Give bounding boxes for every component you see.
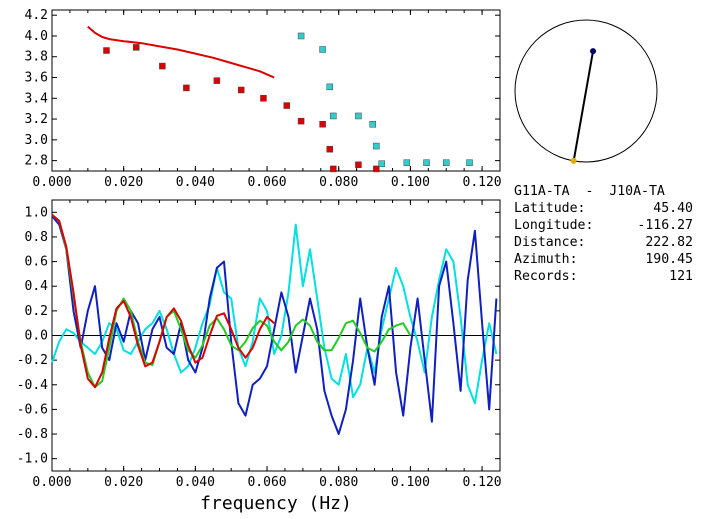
data-point: [260, 95, 267, 102]
data-point: [132, 44, 140, 51]
latitude-row: Latitude: 45.40: [514, 200, 699, 217]
records-label: Records:: [514, 269, 578, 284]
info-panel: G11A-TA - J10A-TA Latitude: 45.40 Longit…: [514, 183, 699, 285]
data-point: [183, 84, 190, 92]
x-tick-label: 0.020: [104, 475, 143, 490]
series-line: [51, 214, 412, 389]
y-tick-label: -1.0: [17, 452, 48, 467]
data-point: [355, 161, 362, 169]
x-tick-label: 0.040: [176, 175, 215, 190]
y-tick-label: 0.2: [25, 304, 48, 319]
plot-frame: [51, 9, 501, 172]
data-point: [213, 77, 221, 84]
x-tick-label: 0.040: [176, 475, 215, 490]
data-point: [355, 112, 362, 120]
dispersion-plot: 0.000 0.020 0.040 0.060 0.080 0.100 0.120 2.8 3.…: [25, 8, 502, 190]
y-tick-label: -0.2: [17, 353, 48, 368]
longitude-row: Longitude: -116.27: [514, 217, 699, 234]
y-tick-label: -0.6: [17, 402, 48, 417]
data-point: [442, 159, 450, 166]
azimuth-label: Azimuth:: [514, 252, 578, 267]
records-row: Records: 121: [514, 268, 699, 285]
data-point: [373, 142, 380, 150]
map-circle: [514, 19, 658, 163]
station-marker: [590, 48, 597, 55]
y-tick-label: 2.8: [25, 154, 48, 169]
x-axis-title: frequency (Hz): [200, 493, 352, 514]
data-point: [369, 121, 377, 128]
records-value: 121: [669, 269, 693, 284]
series-line: [51, 214, 275, 389]
distance-row: Distance: 222.82: [514, 234, 699, 251]
great-circle-map: [514, 19, 658, 164]
correlation-plot: 0.000 0.020 0.040 0.060 0.080 0.100 0.120 1.0 0.…: [17, 199, 502, 514]
x-tick-label: 0.120: [463, 175, 502, 190]
azimuth-row: Azimuth: 190.45: [514, 251, 699, 268]
y-tick-label: 4.0: [25, 29, 48, 44]
data-point: [319, 46, 326, 53]
data-point: [297, 32, 305, 40]
data-point: [373, 165, 380, 173]
data-point: [326, 83, 334, 91]
data-point: [283, 102, 291, 109]
event-marker: [570, 157, 577, 164]
station-pair-title: G11A-TA - J10A-TA: [514, 184, 665, 199]
x-tick-label: 0.100: [391, 475, 430, 490]
data-point: [326, 145, 334, 153]
data-point: [403, 159, 411, 166]
data-point: [159, 62, 166, 70]
y-tick-label: -0.4: [17, 378, 48, 393]
data-point: [319, 121, 326, 128]
x-tick-label: 0.100: [391, 175, 430, 190]
x-tick-label: 0.120: [463, 475, 502, 490]
y-tick-label: 0.6: [25, 255, 48, 270]
y-tick-label: 3.8: [25, 50, 48, 65]
longitude-value: -116.27: [637, 218, 693, 233]
x-tick-label: 0.080: [319, 475, 358, 490]
data-point: [330, 112, 337, 120]
y-tick-label: 1.0: [25, 205, 48, 220]
series-line: [51, 215, 498, 435]
x-tick-label: 0.000: [32, 475, 71, 490]
data-point: [237, 86, 245, 94]
y-tick-label: 4.2: [25, 8, 48, 23]
y-tick-label: 0.0: [25, 329, 48, 344]
longitude-label: Longitude:: [514, 218, 594, 233]
data-point: [103, 47, 110, 54]
x-tick-label: 0.000: [32, 175, 71, 190]
x-tick-label: 0.060: [247, 475, 286, 490]
x-tick-label: 0.060: [247, 175, 286, 190]
y-tick-label: 3.0: [25, 133, 48, 148]
series-line: [51, 223, 498, 405]
data-point: [466, 159, 473, 166]
data-point: [330, 165, 337, 173]
y-tick-label: 0.8: [25, 230, 48, 245]
y-tick-label: 3.6: [25, 71, 48, 86]
y-tick-label: -0.8: [17, 427, 48, 442]
y-tick-label: 3.4: [25, 91, 49, 106]
y-tick-label: 0.4: [25, 279, 49, 294]
y-tick-label: 3.2: [25, 112, 48, 127]
x-tick-label: 0.020: [104, 175, 143, 190]
data-point: [297, 117, 305, 125]
series-line: [87, 25, 275, 79]
distance-label: Distance:: [514, 235, 586, 250]
azimuth-value: 190.45: [645, 252, 693, 267]
latitude-label: Latitude:: [514, 201, 586, 216]
distance-value: 222.82: [645, 235, 693, 250]
x-tick-label: 0.080: [319, 175, 358, 190]
latitude-value: 45.40: [653, 201, 693, 216]
data-point: [423, 159, 430, 166]
data-point: [378, 160, 385, 167]
path-line: [572, 50, 595, 162]
